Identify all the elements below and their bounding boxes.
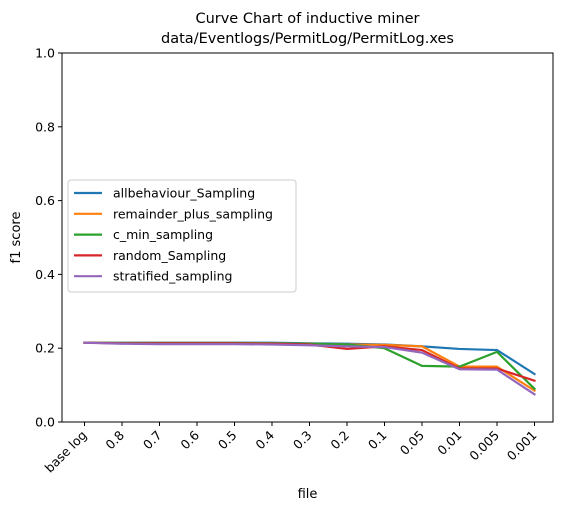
series-line-stratified_sampling bbox=[83, 341, 537, 396]
y-tick-label: 0.4 bbox=[35, 267, 55, 282]
x-tick-label: 0.5 bbox=[215, 428, 240, 453]
chart-title: Curve Chart of inductive miner data/Event… bbox=[161, 11, 454, 47]
y-tick-label: 0.8 bbox=[35, 119, 55, 134]
axes-frame bbox=[61, 52, 554, 423]
legend-box bbox=[67, 179, 297, 293]
y-tick-label: 0.6 bbox=[35, 193, 55, 208]
legend-label: stratified_sampling bbox=[113, 269, 232, 284]
x-tick-label: base log bbox=[42, 428, 90, 476]
x-tick-label: 0.001 bbox=[504, 428, 540, 464]
x-tick-label: 0.3 bbox=[290, 428, 315, 453]
x-tick-label: 0.01 bbox=[434, 428, 464, 458]
legend-label: allbehaviour_Sampling bbox=[113, 186, 255, 201]
y-axis-label: f1 score bbox=[9, 212, 24, 264]
x-tick-label: 0.2 bbox=[327, 428, 352, 453]
legend: allbehaviour_Sampling remainder_plus_samp… bbox=[67, 179, 297, 293]
legend-label: remainder_plus_sampling bbox=[113, 206, 273, 221]
y-tick-label: 0.0 bbox=[35, 415, 55, 430]
legend-label: random_Sampling bbox=[113, 248, 226, 263]
y-tick-label: 1.0 bbox=[35, 46, 55, 61]
x-tick-label: 0.1 bbox=[365, 428, 390, 453]
x-tick-label: 0.6 bbox=[177, 427, 202, 452]
x-tick-label: 0.005 bbox=[466, 428, 502, 464]
x-axis-label: file bbox=[298, 487, 318, 502]
x-tick-label: 0.4 bbox=[252, 427, 277, 452]
chart-title-line: Curve Chart of inductive miner bbox=[195, 11, 419, 27]
legend-label: c_min_sampling bbox=[113, 227, 213, 242]
y-tick-label: 0.2 bbox=[35, 341, 55, 356]
chart-title-line: data/Eventlogs/PermitLog/PermitLog.xes bbox=[161, 31, 454, 47]
x-tick-label: 0.7 bbox=[140, 428, 165, 453]
x-tick-label: 0.05 bbox=[397, 428, 427, 458]
x-tick-label: 0.8 bbox=[102, 427, 127, 452]
series-lines bbox=[83, 341, 537, 396]
